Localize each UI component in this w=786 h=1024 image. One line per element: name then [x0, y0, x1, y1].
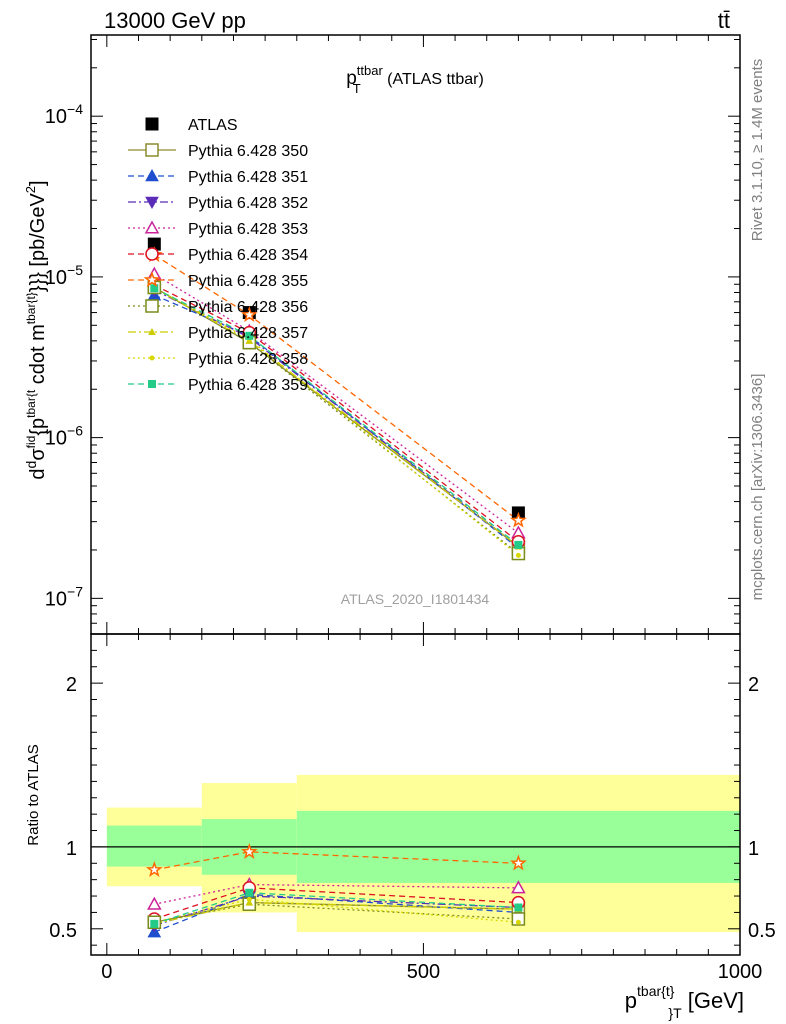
ratio-frame [90, 633, 741, 956]
legend-marker-8 [148, 327, 156, 335]
legend-item-0: ATLAS [145, 117, 238, 134]
process-label: tt̄ [718, 8, 730, 33]
ratio-y-tick-label-right-0: 0.5 [748, 920, 776, 942]
series-line-5 [154, 284, 519, 543]
legend-marker-6 [143, 271, 161, 288]
data-point-10-2 [514, 540, 523, 549]
data-point-6-1 [240, 306, 258, 323]
ratio-point-6-2 [511, 912, 526, 926]
legend-label-1: Pythia 6.428 350 [188, 143, 308, 160]
main-plot: 10−7 10−6 10−5 10−4 ATLAS_2020_I1801434 ptt… [45, 34, 741, 635]
legend-item-10: Pythia 6.428 359 [128, 377, 308, 394]
legend-label-6: Pythia 6.428 355 [188, 273, 308, 290]
y-tick-label-0: 10−7 [45, 583, 83, 610]
legend-label-10: Pythia 6.428 359 [188, 377, 308, 394]
ratio-point-5-0 [145, 860, 163, 878]
legend-item-3: Pythia 6.428 352 [128, 195, 308, 212]
ratio-line-5 [154, 851, 519, 871]
legend-item-9: Pythia 6.428 358 [128, 351, 308, 368]
ratio-y-tick-label-1: 1 [66, 838, 77, 860]
x-tick-label-1: 500 [407, 961, 440, 983]
legend-label-3: Pythia 6.428 352 [188, 195, 308, 212]
ratio-point-3-2 [511, 880, 526, 894]
x-tick-label-0: 0 [101, 961, 112, 983]
legend-item-4: Pythia 6.428 353 [128, 220, 308, 238]
ratio-line-4 [154, 887, 519, 920]
legend-label-7: Pythia 6.428 356 [188, 299, 308, 316]
svg-text:ddσfid{ptbar{t cdot mtbar{t}}: ddσfid{ptbar{t cdot mtbar{t}}}} [pb/GeV2… [23, 180, 49, 479]
plot-title: pttbar T (ATLAS ttbar) [346, 63, 484, 96]
ratio-point-9-0 [150, 919, 159, 928]
ratio-y-tick-label-2: 2 [66, 674, 77, 696]
ratio-y-tick-label-right-1: 1 [748, 838, 759, 860]
x-tick-label-2: 1000 [718, 961, 763, 983]
legend-marker-5 [145, 247, 159, 261]
ratio-point-5-2 [509, 854, 527, 871]
legend-marker-10 [148, 380, 156, 388]
legend-marker-4 [144, 220, 160, 234]
rivet-version-text: Rivet 3.1.10, ≥ 1.4M events [749, 59, 766, 242]
legend-label-9: Pythia 6.428 358 [188, 351, 308, 368]
legend-label-0: ATLAS [188, 117, 238, 134]
x-axis-label: ptbar{t}}T [GeV] [625, 983, 744, 1021]
ratio-point-5-1 [240, 843, 258, 860]
ratio-point-9-1 [245, 888, 254, 897]
ratio-plot: 0.5 0.5 1 1 2 2 0 500 1000 [49, 633, 776, 983]
ratio-point-7-1 [245, 898, 254, 906]
ratio-y-tick-label-0: 0.5 [49, 920, 77, 942]
legend-label-5: Pythia 6.428 354 [188, 247, 308, 264]
legend-marker-1 [145, 143, 159, 157]
data-point-9-2 [515, 552, 521, 558]
y-tick-label-2: 10−5 [45, 262, 83, 289]
legend-item-8: Pythia 6.428 357 [128, 325, 308, 342]
band-inner-0 [106, 825, 202, 867]
data-point-10-1 [245, 331, 254, 340]
energy-label: 13000 GeV pp [104, 8, 246, 33]
main-y-axis-label: ddσfid{ptbar{t cdot mtbar{t}}}} [pb/GeV2… [23, 180, 49, 479]
analysis-watermark: ATLAS_2020_I1801434 [341, 591, 490, 607]
ratio-y-axis-label: Ratio to ATLAS [25, 744, 42, 845]
y-tick-label-3: 10−4 [45, 101, 83, 128]
legend-marker-2 [145, 168, 159, 182]
legend-item-7: Pythia 6.428 356 [128, 299, 308, 316]
legend: ATLAS Pythia 6.428 350 Pythia 6.428 351 Pyt… [128, 117, 308, 394]
legend-item-1: Pythia 6.428 350 [128, 143, 308, 160]
mcplots-text: mcplots.cern.ch [arXiv:1306.3436] [749, 374, 766, 601]
y-tick-label-1: 10−6 [45, 423, 83, 450]
legend-label-8: Pythia 6.428 357 [188, 325, 308, 342]
ratio-point-9-2 [514, 903, 523, 912]
legend-label-4: Pythia 6.428 353 [188, 221, 308, 238]
legend-label-2: Pythia 6.428 351 [188, 169, 308, 186]
legend-item-5: Pythia 6.428 354 [128, 247, 308, 264]
legend-marker-0 [145, 117, 159, 131]
ratio-point-8-1 [246, 896, 252, 902]
ratio-line-9 [154, 892, 519, 925]
series-line-10 [154, 287, 519, 546]
ratio-point-3-0 [147, 896, 162, 910]
legend-marker-9 [149, 355, 155, 361]
legend-marker-7 [145, 299, 159, 313]
legend-item-2: Pythia 6.428 351 [128, 168, 308, 186]
ratio-point-8-2 [515, 919, 521, 925]
data-point-6-2 [509, 511, 527, 528]
legend-item-6: Pythia 6.428 355 [128, 271, 308, 290]
legend-marker-3 [145, 196, 159, 210]
ratio-y-tick-label-right-2: 2 [748, 674, 759, 696]
